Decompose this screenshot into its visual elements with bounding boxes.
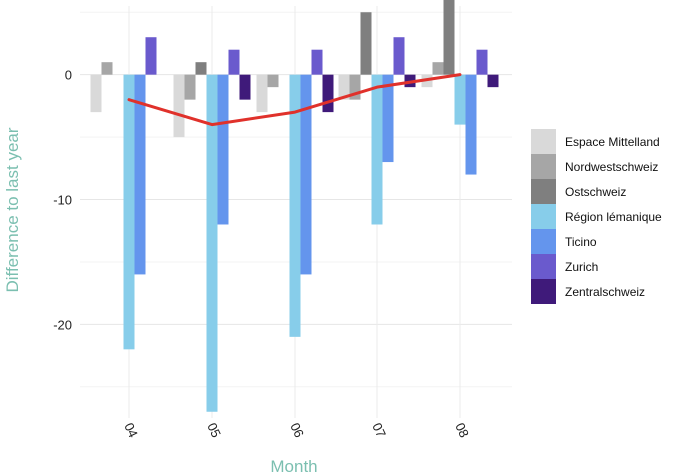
bar [322,74,334,113]
x-tick-label: 04 [121,420,141,439]
bar [267,74,279,88]
legend-swatch [531,204,556,229]
bar [311,49,323,75]
bar [173,74,185,138]
bar [90,74,102,113]
bar [123,74,135,350]
bar [228,49,240,75]
legend-label: Zurich [565,260,598,274]
legend-swatch [531,279,556,304]
trend-line-layer [127,73,462,127]
bar [371,74,383,225]
legend-swatch [531,154,556,179]
legend-label: Zentralschweiz [565,285,645,299]
legend-swatch [531,229,556,254]
bar [206,74,218,412]
bar [338,74,350,100]
bar [134,74,146,275]
legend-label: Région lémanique [565,210,662,224]
bar [256,74,268,113]
y-tick-label: -10 [53,193,72,208]
legend: Espace Mittelland Nordwestschweiz Ostschwe… [531,129,662,304]
x-tick-label: 06 [287,420,307,439]
legend-label: Nordwestschweiz [565,160,658,174]
legend-label: Ticino [565,235,597,249]
trend-line [127,73,462,127]
bar [443,0,455,75]
y-tick-label: -20 [53,317,72,332]
x-axis-title: Month [270,457,317,476]
bar [432,62,444,75]
bar [300,74,312,275]
bar [195,62,207,75]
bar [239,74,251,100]
legend-label: Espace Mittelland [565,135,660,149]
x-tick-label: 08 [452,420,472,439]
bar [465,74,477,175]
legend-swatch [531,254,556,279]
bar [349,74,361,100]
bar [184,74,196,100]
bar [487,74,499,88]
bar [145,37,157,75]
axis-layer: 0 -10 -20 04 05 06 07 08 [53,68,472,440]
legend-label: Ostschweiz [565,185,626,199]
bar [101,62,113,75]
y-axis-title: Difference to last year [3,127,22,292]
bar [217,74,229,225]
bar [360,12,372,75]
bar [476,49,488,75]
x-tick-label: 05 [204,420,224,439]
legend-swatch [531,179,556,204]
x-tick-label: 07 [369,420,389,439]
bar [393,37,405,75]
y-tick-label: 0 [65,68,72,83]
bar [454,74,466,125]
bar [289,74,301,337]
bar [382,74,394,163]
legend-swatch [531,129,556,154]
